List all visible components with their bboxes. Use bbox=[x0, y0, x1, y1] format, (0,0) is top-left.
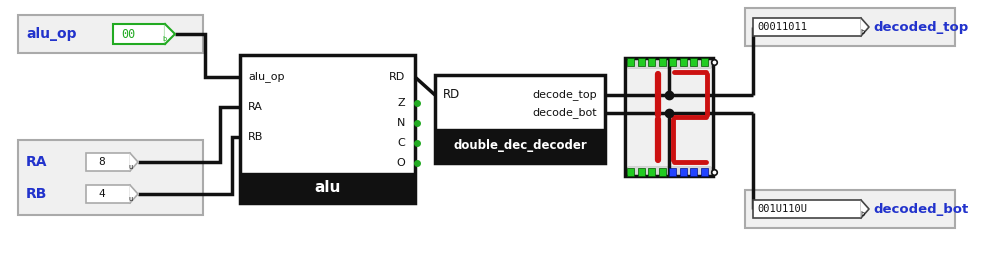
Bar bbox=[680, 168, 686, 176]
Bar bbox=[435, 129, 605, 163]
Text: b: b bbox=[162, 36, 166, 42]
Text: decode_bot: decode_bot bbox=[532, 108, 597, 118]
Bar bbox=[638, 168, 644, 176]
Text: 00: 00 bbox=[121, 28, 135, 41]
Polygon shape bbox=[130, 153, 138, 171]
Bar bbox=[435, 75, 605, 163]
Polygon shape bbox=[861, 200, 869, 218]
Polygon shape bbox=[130, 185, 138, 203]
Text: 8: 8 bbox=[98, 157, 105, 167]
Text: alu_op: alu_op bbox=[248, 71, 285, 83]
Text: decoded_top: decoded_top bbox=[873, 20, 968, 34]
Bar bbox=[745, 8, 955, 46]
Bar bbox=[700, 58, 708, 66]
Text: RB: RB bbox=[26, 187, 47, 201]
Bar bbox=[627, 68, 711, 166]
Text: decoded_bot: decoded_bot bbox=[873, 203, 968, 215]
Bar bbox=[113, 24, 165, 44]
Text: RD: RD bbox=[443, 88, 460, 101]
Text: b: b bbox=[860, 29, 864, 35]
Bar bbox=[658, 168, 666, 176]
Bar bbox=[669, 168, 676, 176]
Bar bbox=[753, 200, 861, 218]
Bar bbox=[18, 15, 203, 53]
Bar bbox=[648, 168, 655, 176]
Text: O: O bbox=[396, 158, 405, 168]
Text: alu_op: alu_op bbox=[26, 27, 76, 41]
Bar bbox=[625, 58, 713, 176]
Text: RA: RA bbox=[26, 155, 48, 169]
Bar bbox=[690, 58, 697, 66]
Bar bbox=[669, 58, 676, 66]
Bar bbox=[690, 168, 697, 176]
Polygon shape bbox=[861, 18, 869, 36]
Polygon shape bbox=[165, 24, 175, 44]
Bar bbox=[627, 168, 634, 176]
Bar bbox=[658, 58, 666, 66]
Bar bbox=[240, 173, 415, 203]
Text: decode_top: decode_top bbox=[532, 90, 597, 100]
Text: 4: 4 bbox=[98, 189, 105, 199]
Bar bbox=[648, 58, 655, 66]
Bar bbox=[627, 58, 634, 66]
Text: alu: alu bbox=[314, 181, 341, 196]
Text: RD: RD bbox=[389, 72, 405, 82]
Bar bbox=[240, 55, 415, 203]
Text: b: b bbox=[860, 211, 864, 217]
Bar bbox=[638, 58, 644, 66]
Bar bbox=[86, 185, 130, 203]
Bar bbox=[680, 58, 686, 66]
Text: Z: Z bbox=[397, 98, 405, 108]
Text: double_dec_decoder: double_dec_decoder bbox=[453, 140, 587, 152]
Text: RB: RB bbox=[248, 132, 263, 142]
Text: RA: RA bbox=[248, 102, 263, 112]
Text: u: u bbox=[128, 196, 132, 202]
Bar bbox=[700, 168, 708, 176]
Text: 001U110U: 001U110U bbox=[757, 204, 807, 214]
Bar bbox=[86, 153, 130, 171]
Bar bbox=[745, 190, 955, 228]
Text: N: N bbox=[397, 118, 405, 128]
Text: u: u bbox=[128, 164, 132, 170]
Text: C: C bbox=[397, 138, 405, 148]
Bar bbox=[753, 18, 861, 36]
Bar bbox=[18, 140, 203, 215]
Text: 00011011: 00011011 bbox=[757, 22, 807, 32]
